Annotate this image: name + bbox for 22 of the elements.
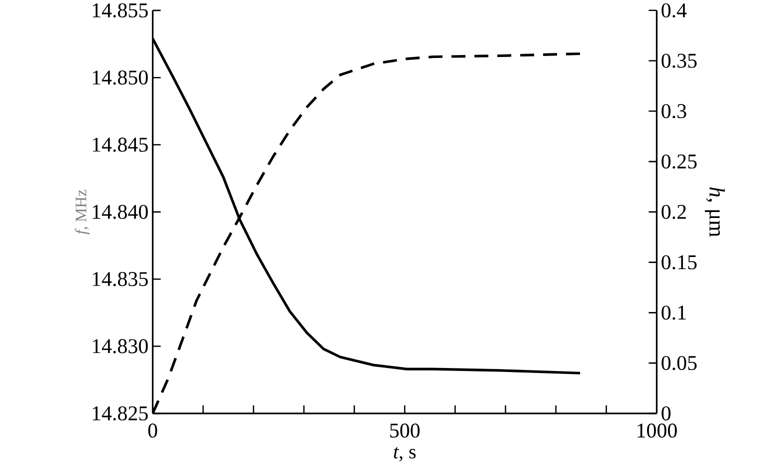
x-tick-label: 500	[390, 423, 420, 438]
y2-tick-label: 0.3	[662, 104, 686, 118]
y2-axis-title: h, μm	[704, 187, 725, 237]
y2-tick-label: 0.2	[662, 204, 686, 219]
y2-tick-label: 0.4	[662, 3, 687, 18]
y2-tick-label: 0.35	[662, 53, 697, 68]
y-axis-title: f, MHz	[75, 190, 90, 234]
y-tick-label: 14.840	[92, 204, 148, 219]
y-tick-label: 14.855	[92, 3, 148, 18]
y2-tick-label: 0.1	[662, 305, 686, 320]
y2-tick-label: 0.15	[662, 254, 697, 270]
y-tick-label: 14.825	[92, 406, 148, 420]
x-tick-label: 1000	[638, 423, 677, 438]
y2-tick-label: 0.25	[662, 154, 697, 168]
x-axis-title: t, s	[394, 446, 416, 462]
x-tick-label: 0	[148, 423, 158, 438]
y2-tick-label: 0.05	[662, 356, 697, 370]
y-tick-label: 14.845	[92, 137, 148, 152]
y-tick-label: 14.830	[92, 338, 148, 354]
y-tick-label: 14.835	[92, 272, 148, 286]
y2-tick-label: 0	[662, 406, 671, 420]
y-tick-label: 14.850	[92, 70, 148, 84]
